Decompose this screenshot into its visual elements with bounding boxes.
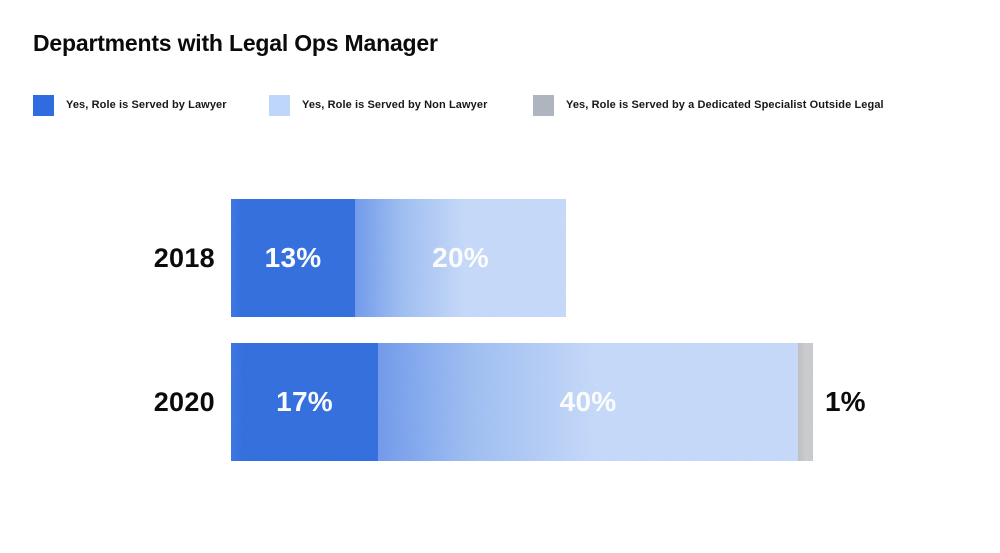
legend: Yes, Role is Served by Lawyer Yes, Role i…: [0, 94, 1000, 116]
legend-label: Yes, Role is Served by a Dedicated Speci…: [566, 99, 884, 111]
legend-item: Yes, Role is Served by Non Lawyer: [269, 94, 488, 116]
legend-item: Yes, Role is Served by Lawyer: [33, 94, 227, 116]
segment-value-label: 17%: [276, 386, 333, 417]
bar-row-2018: 2018 13% 20%: [0, 199, 1000, 317]
bar-strip: 17% 40%: [231, 343, 813, 461]
chart-title: Departments with Legal Ops Manager: [33, 30, 438, 56]
outside-value-label: 1%: [825, 386, 866, 417]
category-label: 2020: [153, 386, 215, 417]
legend-item: Yes, Role is Served by a Dedicated Speci…: [533, 94, 884, 116]
category-label: 2018: [153, 242, 215, 273]
bar-segment: [798, 343, 813, 461]
segment-value-label: 20%: [432, 242, 489, 273]
legend-swatch-icon: [33, 94, 54, 116]
bar-strip: 13% 20%: [231, 199, 566, 317]
legend-label: Yes, Role is Served by Non Lawyer: [302, 99, 488, 111]
legend-swatch-icon: [269, 94, 290, 116]
legend-label: Yes, Role is Served by Lawyer: [66, 99, 227, 111]
segment-value-label: 13%: [264, 242, 322, 273]
bar-segment: 40%: [378, 343, 798, 461]
bar-segment: 17%: [231, 343, 378, 461]
bar-segment: 20%: [355, 199, 566, 317]
bar-segment: 13%: [231, 199, 355, 317]
segment-value-label: 40%: [559, 386, 617, 417]
bar-row-2020: 2020 17% 40% 1%: [0, 343, 1000, 461]
legend-swatch-icon: [533, 94, 554, 116]
